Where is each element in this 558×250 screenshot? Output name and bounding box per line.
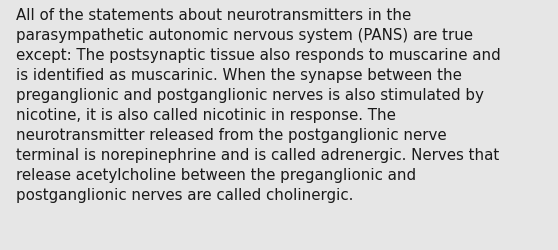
Text: All of the statements about neurotransmitters in the
parasympathetic autonomic n: All of the statements about neurotransmi…: [16, 8, 501, 202]
